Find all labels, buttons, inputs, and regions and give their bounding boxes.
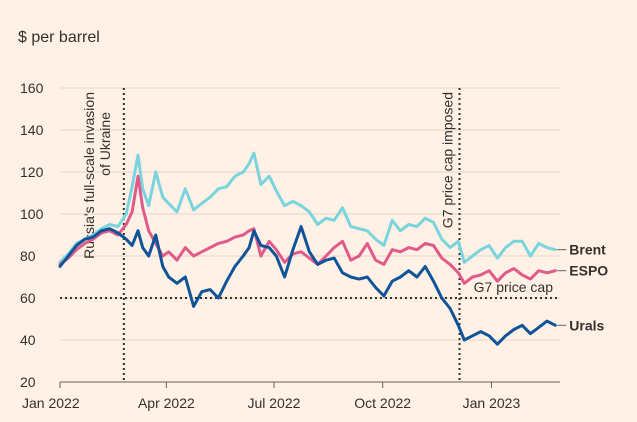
series-lines — [58, 151, 557, 346]
y-tick-label: 140 — [20, 122, 44, 138]
x-tick-label: Jan 2022 — [22, 395, 80, 411]
event-label-group: G7 price cap imposed — [440, 92, 456, 228]
event-label: of Ukraine — [97, 112, 113, 176]
series-line-brent — [58, 151, 557, 264]
series-line-espo — [58, 174, 557, 285]
event-label-group: Russia's full-scale invasion of Ukraine — [81, 92, 113, 259]
y-tick-label: 80 — [20, 248, 36, 264]
x-tick-label: Jan 2023 — [463, 395, 521, 411]
y-tick-label: 40 — [20, 332, 36, 348]
series-label-brent: Brent — [569, 242, 606, 258]
series-label-espo: ESPO — [569, 263, 608, 279]
series-end-labels: Brent ESPO Urals — [557, 242, 608, 333]
y-tick-label: 120 — [20, 164, 44, 180]
y-tick-label: 20 — [20, 374, 36, 390]
y-axis-ticks: 20 40 60 80 100 120 140 160 — [20, 80, 44, 390]
x-tick-label: Oct 2022 — [354, 395, 411, 411]
x-tick-label: Apr 2022 — [138, 395, 195, 411]
event-label: G7 price cap imposed — [440, 92, 456, 228]
series-label-urals: Urals — [569, 317, 604, 333]
y-tick-label: 60 — [20, 290, 36, 306]
x-axis-ticks: Jan 2022 Apr 2022 Jul 2022 Oct 2022 Jan 2023 — [22, 382, 520, 411]
y-tick-label: 160 — [20, 80, 44, 96]
event-label: Russia's full-scale invasion — [81, 92, 97, 259]
x-tick-label: Jul 2022 — [247, 395, 300, 411]
y-tick-label: 100 — [20, 206, 44, 222]
unit-label: $ per barrel — [18, 29, 100, 46]
series-line-urals — [58, 225, 557, 346]
price-cap-label: G7 price cap — [474, 279, 554, 295]
price-cap-group: G7 price cap — [60, 279, 560, 299]
event-annotations: Russia's full-scale invasion of Ukraine G7… — [81, 88, 461, 382]
